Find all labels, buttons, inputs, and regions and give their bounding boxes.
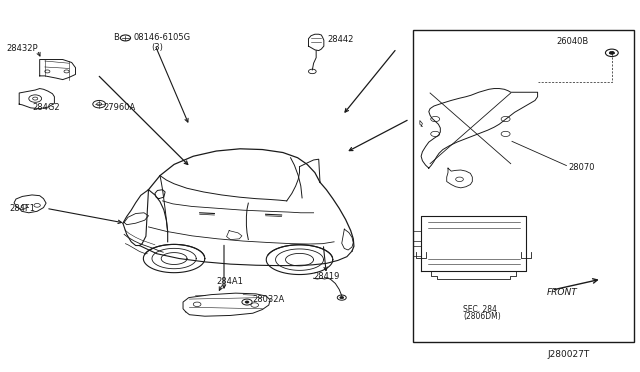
Text: 284G2: 284G2 <box>32 103 60 112</box>
Text: 284F1: 284F1 <box>10 204 36 213</box>
Text: B: B <box>113 33 119 42</box>
Text: 26040B: 26040B <box>557 37 589 46</box>
Text: FRONT: FRONT <box>547 288 577 297</box>
Text: 28032A: 28032A <box>252 295 284 304</box>
Text: SEC. 284: SEC. 284 <box>463 305 497 314</box>
Circle shape <box>609 51 614 54</box>
Text: (3): (3) <box>151 44 163 52</box>
Text: 28419: 28419 <box>314 272 340 280</box>
Circle shape <box>340 296 344 299</box>
Text: 27960A: 27960A <box>104 103 136 112</box>
Text: J280027T: J280027T <box>548 350 590 359</box>
Text: 28432P: 28432P <box>6 44 38 53</box>
Text: 28070: 28070 <box>568 163 595 172</box>
Text: (2806DM): (2806DM) <box>463 312 501 321</box>
Text: 08146-6105G: 08146-6105G <box>133 33 190 42</box>
Circle shape <box>245 301 249 303</box>
Text: 284A1: 284A1 <box>216 278 243 286</box>
Bar <box>413 30 634 342</box>
Text: 28442: 28442 <box>328 35 354 44</box>
